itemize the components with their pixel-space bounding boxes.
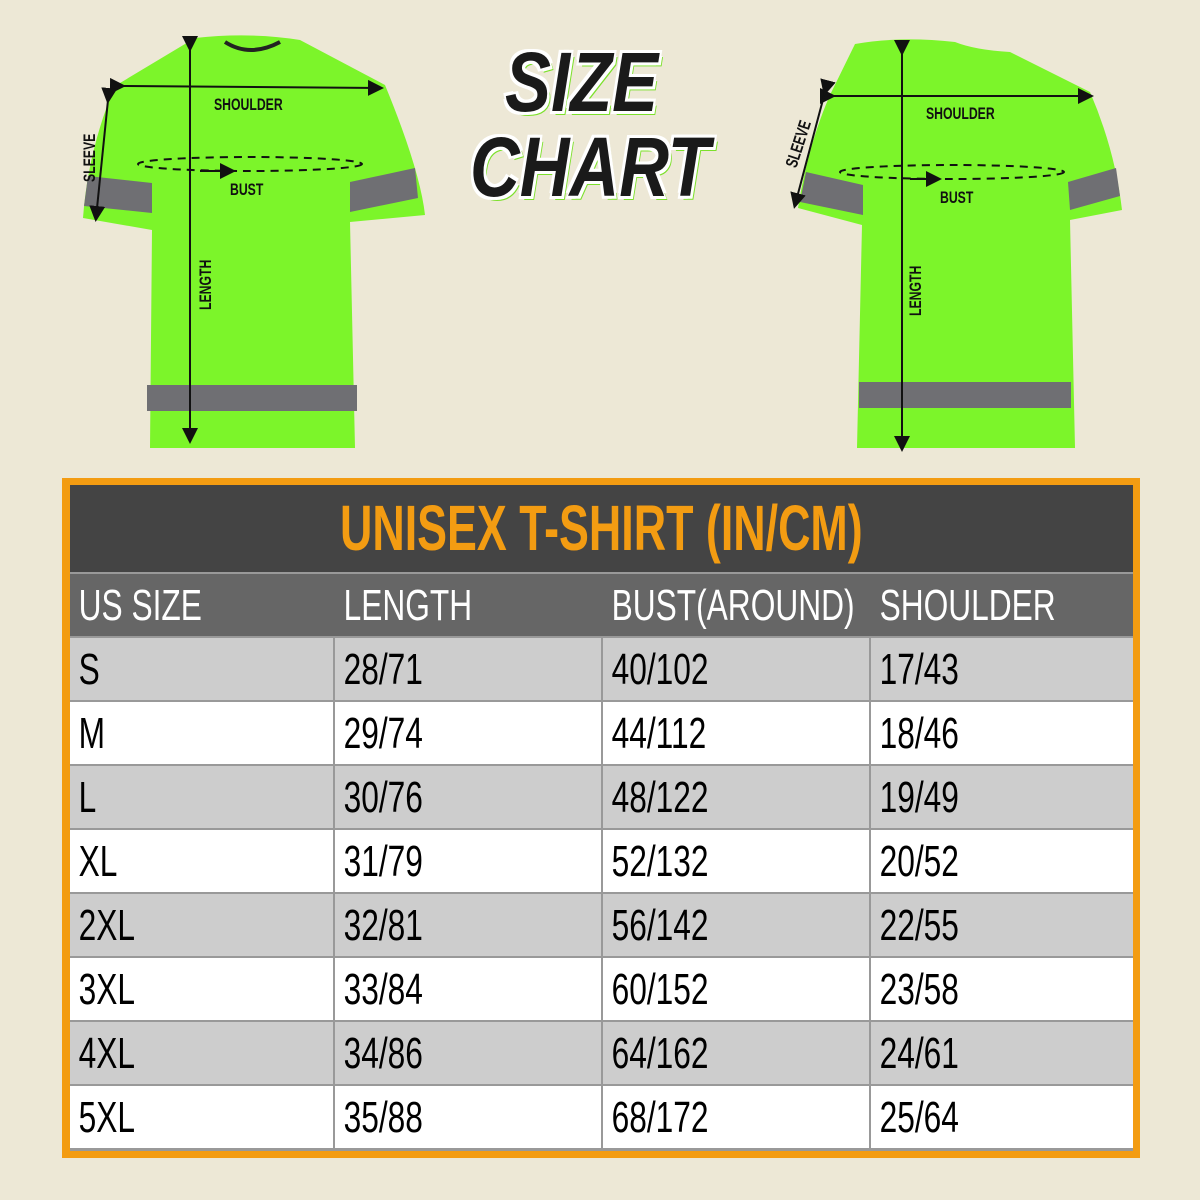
table-row: 4XL 34/86 64/162 24/61 [70, 1022, 1133, 1084]
back-length-label: LENGTH [906, 265, 925, 316]
header-shoulder: SHOULDER [879, 581, 1056, 630]
table-row: XL 31/79 52/132 20/52 [70, 830, 1133, 892]
header-us-size: US SIZE [78, 581, 202, 630]
bust-label: BUST [230, 180, 264, 199]
back-shoulder-label: SHOULDER [926, 104, 995, 123]
cell-length: 31/79 [343, 837, 423, 886]
table-row: M 29/74 44/112 18/46 [70, 702, 1133, 764]
cell-shoulder: 18/46 [879, 709, 959, 758]
shoulder-label: SHOULDER [214, 95, 283, 114]
table-title-band: UNISEX T-SHIRT (IN/CM) [70, 485, 1133, 572]
cell-size: 2XL [78, 901, 136, 950]
header-length: LENGTH [343, 581, 473, 630]
cell-shoulder: 17/43 [879, 645, 959, 694]
cell-length: 35/88 [343, 1093, 423, 1142]
cell-size: 5XL [78, 1093, 136, 1142]
size-heading-line1: SIZE [505, 35, 659, 129]
cell-bust: 60/152 [611, 965, 709, 1014]
cell-shoulder: 25/64 [879, 1093, 959, 1142]
table-row: S 28/71 40/102 17/43 [70, 638, 1133, 700]
cell-shoulder: 19/49 [879, 773, 959, 822]
sleeve-label: SLEEVE [80, 133, 99, 182]
cell-length: 33/84 [343, 965, 423, 1014]
cell-size: 4XL [78, 1029, 136, 1078]
cell-length: 28/71 [343, 645, 423, 694]
table-title: UNISEX T-SHIRT (IN/CM) [340, 492, 863, 564]
cell-bust: 68/172 [611, 1093, 709, 1142]
cell-bust: 44/112 [611, 709, 707, 758]
cell-shoulder: 23/58 [879, 965, 959, 1014]
table-header-row: US SIZE LENGTH BUST(AROUND) SHOULDER [70, 574, 1133, 636]
cell-shoulder: 20/52 [879, 837, 959, 886]
size-heading-line2: CHART [470, 120, 710, 214]
cell-bust: 52/132 [611, 837, 709, 886]
cell-bust: 64/162 [611, 1029, 709, 1078]
table-row: 3XL 33/84 60/152 23/58 [70, 958, 1133, 1020]
cell-size: S [78, 645, 100, 694]
cell-length: 29/74 [343, 709, 423, 758]
table-row: 5XL 35/88 68/172 25/64 [70, 1086, 1133, 1148]
cell-shoulder: 22/55 [879, 901, 959, 950]
front-shirt-diagram: SHOULDER BUST SLEEVE LENGTH [0, 0, 450, 460]
cell-bust: 56/142 [611, 901, 709, 950]
cell-length: 34/86 [343, 1029, 423, 1078]
length-label: LENGTH [196, 259, 215, 310]
back-bust-label: BUST [940, 188, 974, 207]
cell-size: L [78, 773, 97, 822]
back-shirt-illustration [790, 39, 1122, 452]
cell-size: 3XL [78, 965, 136, 1014]
table-row: L 30/76 48/122 19/49 [70, 766, 1133, 828]
cell-shoulder: 24/61 [879, 1029, 959, 1078]
size-table: UNISEX T-SHIRT (IN/CM) US SIZE LENGTH BU… [62, 478, 1140, 1158]
cell-size: XL [78, 837, 118, 886]
cell-bust: 40/102 [611, 645, 709, 694]
header-bust: BUST(AROUND) [611, 581, 855, 630]
cell-size: M [78, 709, 106, 758]
cell-length: 30/76 [343, 773, 423, 822]
back-shirt-diagram: SHOULDER BUST SLEEVE LENGTH [760, 0, 1200, 460]
front-shirt-illustration [83, 35, 425, 449]
cell-bust: 48/122 [611, 773, 709, 822]
table-row: 2XL 32/81 56/142 22/55 [70, 894, 1133, 956]
cell-length: 32/81 [343, 901, 423, 950]
